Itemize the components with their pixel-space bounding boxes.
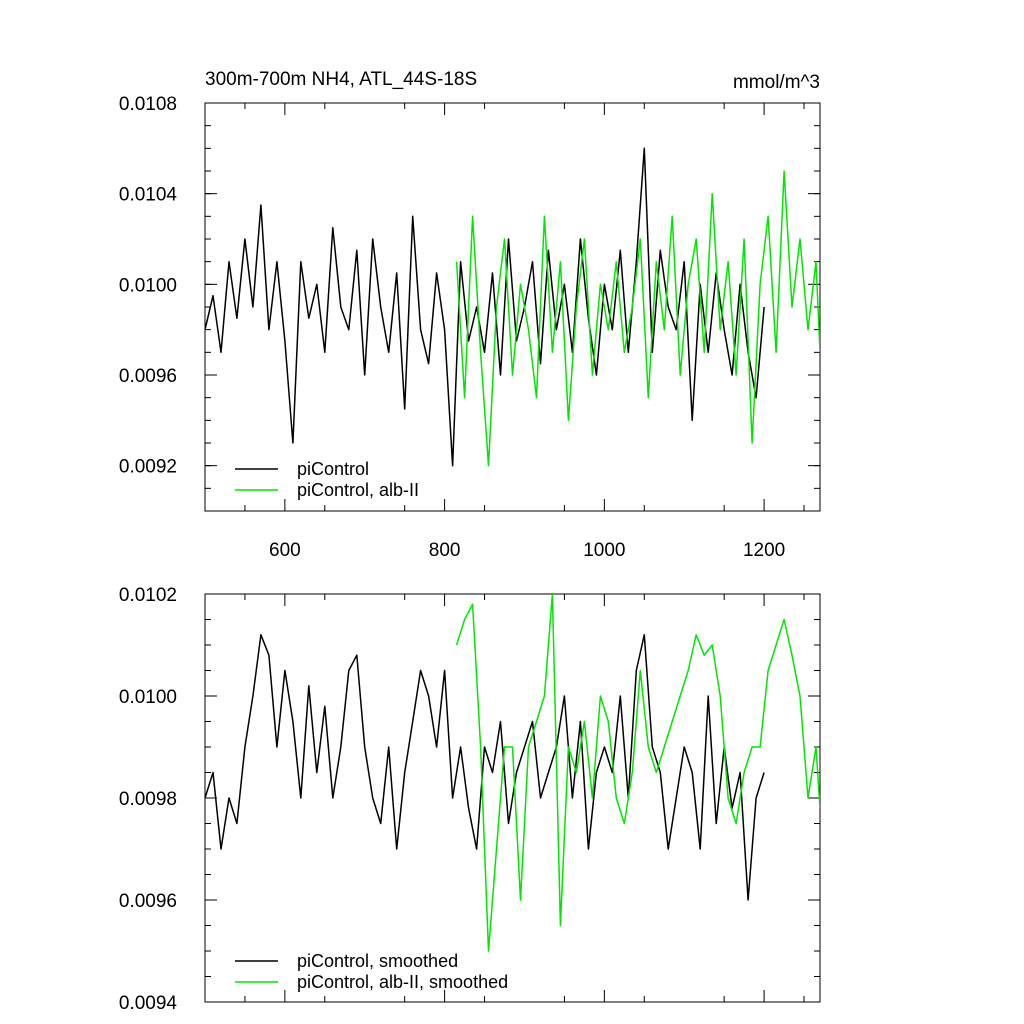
y-tick-label: 0.0092	[119, 457, 177, 478]
chart-title: 300m-700m NH4, ATL_44S-18S	[205, 69, 477, 90]
x-tick-label: 800	[429, 540, 461, 561]
y-tick-label: 0.0108	[119, 94, 177, 115]
y-tick-label: 0.0102	[119, 585, 177, 606]
y-tick-label: 0.0096	[119, 891, 177, 912]
legend-label-1: piControl, alb-II	[297, 480, 419, 500]
x-tick-label: 1000	[583, 540, 625, 561]
series-line-0	[205, 147, 765, 467]
y-tick-label: 0.0100	[119, 687, 177, 708]
units-label: mmol/m^3	[733, 72, 820, 93]
y-tick-label: 0.0098	[119, 789, 177, 810]
plot-frame	[204, 102, 821, 512]
x-tick-label: 1200	[743, 540, 785, 561]
legend-label-0: piControl	[297, 459, 369, 479]
series-line-0	[205, 634, 765, 901]
legend-label-1: piControl, alb-II, smoothed	[297, 972, 508, 992]
y-tick-label: 0.0104	[119, 185, 178, 206]
y-tick-label: 0.0094	[119, 993, 178, 1014]
series-line-1	[455, 594, 820, 952]
x-tick-label: 600	[269, 540, 301, 561]
y-tick-label: 0.0100	[119, 275, 177, 296]
y-tick-label: 0.0096	[119, 366, 177, 387]
bottom-panel: 0.0094 0.0096 0.0098 0.0100 0.0102 piControl,…	[119, 585, 821, 1014]
top-panel: 600 800 1000 1200 0.0092 0.0096 0.0100 0.0104 0.…	[119, 69, 821, 561]
legend-label-0: piControl, smoothed	[297, 951, 458, 971]
series-line-1	[455, 170, 820, 467]
